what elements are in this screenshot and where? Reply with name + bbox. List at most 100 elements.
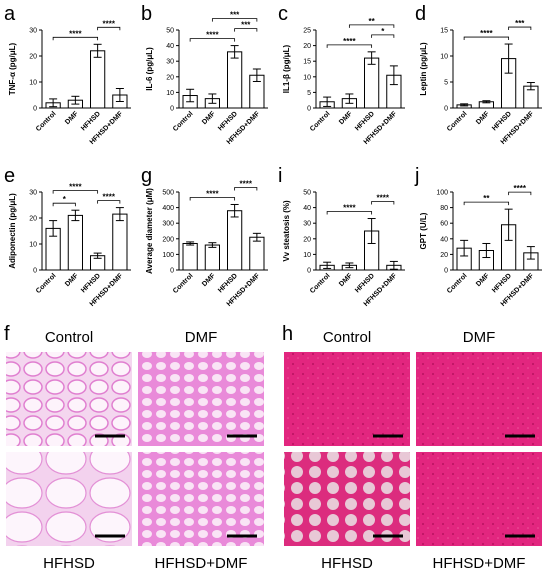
y-tick-label: 0 (170, 268, 174, 275)
y-tick-label: 0 (307, 268, 311, 275)
y-tick-label: 20 (166, 74, 174, 81)
significance-bracket (348, 24, 395, 28)
y-axis-label: Vv steatosis (%) (282, 200, 291, 262)
significance-bracket (52, 190, 99, 194)
significance-label: **** (103, 19, 116, 28)
y-tick-label: 20 (303, 43, 311, 50)
x-tick-label: HFHSD (217, 272, 239, 294)
significance-bracket (234, 187, 258, 191)
y-tick-label: 40 (303, 205, 311, 212)
y-tick-label: 20 (303, 236, 311, 243)
y-tick-label: 0 (307, 106, 311, 113)
scale-bars (95, 434, 535, 538)
significance-label: ** (369, 17, 376, 26)
panel-letter: b (141, 3, 152, 25)
bar (227, 51, 243, 109)
chart-panel: e Adiponectin (pg/μL) 0 10 20 30 Control DMF HFH… (4, 165, 131, 308)
y-tick-label: 25 (303, 28, 311, 35)
y-axis-label: Average diameter (μM) (145, 188, 154, 274)
x-tick-label: Control (35, 272, 58, 295)
y-tick-label: 10 (440, 54, 448, 61)
x-tick-label: Control (446, 272, 469, 295)
y-tick-label: 10 (166, 90, 174, 97)
histology-image (138, 352, 264, 446)
bar (112, 213, 128, 271)
image-label: Control (45, 329, 93, 346)
significance-label: * (63, 195, 67, 204)
y-axis-label: IL-6 (pg/μL) (145, 47, 154, 91)
bar (364, 57, 380, 109)
chart-panel: i Vv steatosis (%) 0 10 20 30 40 50 Control DMF HF… (278, 165, 405, 308)
y-tick-label: 400 (162, 205, 174, 212)
y-tick-label: 20 (29, 216, 37, 223)
x-tick-label: Control (309, 110, 332, 133)
x-tick-label: Control (172, 110, 195, 133)
significance-bracket (371, 34, 395, 38)
significance-bracket (463, 36, 510, 41)
x-tick-label: DMF (475, 110, 491, 126)
significance-label: **** (69, 29, 82, 38)
significance-bracket (97, 200, 121, 204)
panel-letter: d (415, 3, 426, 25)
y-tick-label: 300 (162, 221, 174, 228)
significance-bracket (52, 36, 99, 41)
significance-label: **** (343, 204, 356, 213)
panel-letter: h (282, 323, 293, 345)
y-tick-label: 50 (303, 190, 311, 197)
image-label: HFHSD (43, 555, 95, 572)
histology-image (416, 352, 542, 446)
x-tick-label: DMF (338, 110, 354, 126)
significance-label: ** (483, 194, 490, 203)
significance-bracket (52, 202, 76, 207)
y-tick-label: 10 (29, 80, 37, 87)
y-tick-label: 30 (29, 190, 37, 197)
bar (227, 210, 243, 271)
panel-letter: e (4, 165, 15, 187)
image-label: HFHSD+DMF (155, 555, 248, 572)
y-tick-label: 40 (440, 236, 448, 243)
x-tick-label: Control (35, 110, 58, 133)
y-tick-label: 10 (303, 252, 311, 259)
significance-label: * (381, 27, 385, 36)
histology-image (416, 452, 542, 546)
significance-bracket (211, 18, 258, 22)
x-tick-label: HFHSD (354, 110, 376, 132)
y-tick-label: 10 (29, 242, 37, 249)
significance-label: **** (343, 37, 356, 46)
y-tick-label: 5 (444, 80, 448, 87)
x-tick-label: HFHSD (491, 272, 513, 294)
y-tick-label: 40 (166, 43, 174, 50)
y-tick-label: 0 (444, 106, 448, 113)
histology-image (6, 352, 132, 446)
y-axis-label: Adiponectin (pg/μL) (8, 193, 17, 269)
y-tick-label: 200 (162, 236, 174, 243)
x-tick-label: HFHSD (491, 110, 513, 132)
histology-image (284, 352, 410, 446)
panel-letter: g (141, 165, 152, 187)
significance-bracket (326, 44, 373, 48)
x-tick-label: DMF (475, 272, 491, 288)
significance-label: *** (515, 19, 525, 28)
significance-bracket (463, 201, 510, 206)
significance-label: **** (69, 183, 82, 192)
y-tick-label: 5 (307, 90, 311, 97)
x-tick-label: DMF (338, 272, 354, 288)
significance-label: **** (206, 31, 219, 40)
x-tick-label: DMF (64, 110, 80, 126)
y-tick-label: 30 (29, 28, 37, 35)
y-tick-label: 10 (303, 74, 311, 81)
y-axis-label: Leptin (pg/μL) (419, 42, 428, 96)
significance-bracket (189, 197, 236, 201)
y-tick-label: 0 (33, 268, 37, 275)
x-tick-label: HFHSD (80, 110, 102, 132)
y-tick-label: 30 (303, 221, 311, 228)
y-axis-label: IL1-β (pg/μL) (282, 44, 291, 93)
